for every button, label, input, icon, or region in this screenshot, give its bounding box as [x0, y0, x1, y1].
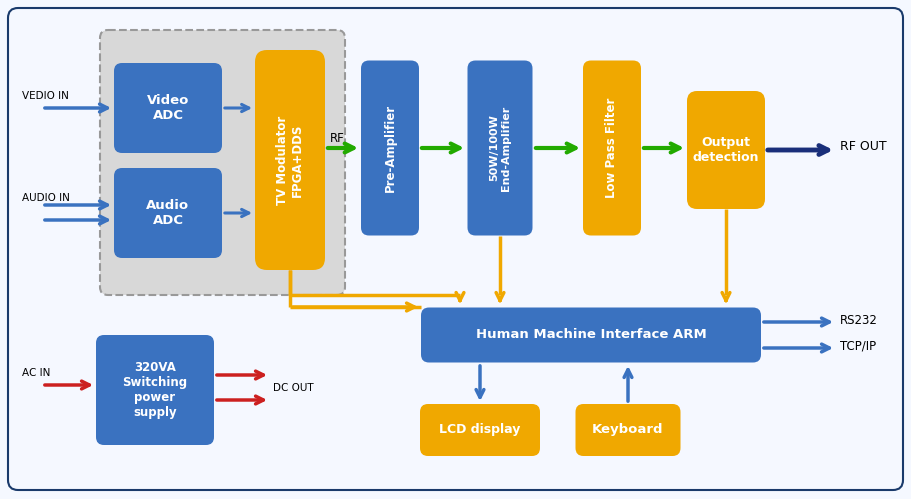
- Text: RF OUT: RF OUT: [839, 141, 885, 154]
- Text: Keyboard: Keyboard: [591, 424, 663, 437]
- Text: Video
ADC: Video ADC: [147, 94, 189, 122]
- Text: TV Modulator
FPGA+DDS: TV Modulator FPGA+DDS: [276, 115, 303, 205]
- FancyBboxPatch shape: [255, 50, 324, 270]
- FancyBboxPatch shape: [582, 60, 640, 236]
- Text: 320VA
Switching
power
supply: 320VA Switching power supply: [122, 361, 188, 419]
- FancyBboxPatch shape: [96, 335, 214, 445]
- Text: VEDIO IN: VEDIO IN: [22, 91, 69, 101]
- FancyBboxPatch shape: [114, 63, 221, 153]
- Text: Pre-Amplifier: Pre-Amplifier: [384, 104, 396, 192]
- FancyBboxPatch shape: [114, 168, 221, 258]
- Text: LCD display: LCD display: [439, 424, 520, 437]
- FancyBboxPatch shape: [575, 404, 680, 456]
- Text: Human Machine Interface ARM: Human Machine Interface ARM: [476, 328, 706, 341]
- FancyBboxPatch shape: [361, 60, 418, 236]
- FancyBboxPatch shape: [100, 30, 344, 295]
- FancyBboxPatch shape: [421, 307, 760, 362]
- Text: 50W/100W
End-Amplifier: 50W/100W End-Amplifier: [488, 105, 510, 191]
- Text: DC OUT: DC OUT: [272, 383, 313, 393]
- Text: AC IN: AC IN: [22, 368, 50, 378]
- Text: RF: RF: [330, 132, 344, 145]
- Text: TCP/IP: TCP/IP: [839, 339, 875, 352]
- Text: Audio
ADC: Audio ADC: [147, 199, 189, 227]
- Text: RS232: RS232: [839, 313, 877, 326]
- Text: AUDIO IN: AUDIO IN: [22, 193, 70, 203]
- FancyBboxPatch shape: [420, 404, 539, 456]
- FancyBboxPatch shape: [467, 60, 532, 236]
- Text: Low Pass Filter: Low Pass Filter: [605, 98, 618, 198]
- Text: Output
detection: Output detection: [692, 136, 759, 164]
- FancyBboxPatch shape: [686, 91, 764, 209]
